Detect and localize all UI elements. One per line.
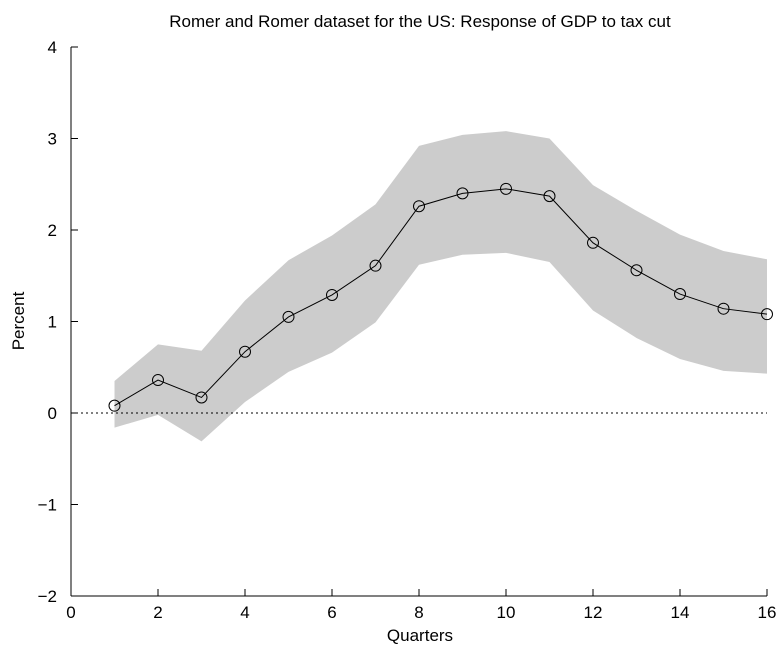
y-tick-label: 3 bbox=[48, 130, 57, 149]
x-tick-label: 14 bbox=[671, 603, 690, 622]
y-axis-label: Percent bbox=[9, 291, 28, 350]
data-point bbox=[282, 310, 295, 323]
data-point bbox=[717, 302, 730, 315]
data-point bbox=[456, 187, 469, 200]
x-tick-label: 2 bbox=[153, 603, 162, 622]
x-tick-label: 0 bbox=[66, 603, 75, 622]
x-tick-label: 4 bbox=[240, 603, 249, 622]
y-tick-label: −2 bbox=[38, 587, 57, 606]
response-line bbox=[114, 188, 768, 407]
x-tick-label: 10 bbox=[497, 603, 516, 622]
data-point bbox=[630, 264, 643, 277]
chart-title: Romer and Romer dataset for the US: Resp… bbox=[169, 12, 671, 31]
x-tick-label: 8 bbox=[414, 603, 423, 622]
data-point bbox=[326, 288, 338, 301]
confidence-band bbox=[114, 131, 767, 442]
x-tick-label: 16 bbox=[758, 603, 777, 622]
data-point bbox=[587, 236, 599, 249]
data-point bbox=[195, 391, 208, 404]
x-tick-label: 12 bbox=[584, 603, 603, 622]
data-point bbox=[413, 200, 425, 213]
y-tick-label: −1 bbox=[38, 496, 57, 515]
data-point bbox=[369, 259, 382, 272]
y-tick-label: 4 bbox=[48, 38, 57, 57]
data-point bbox=[761, 308, 773, 321]
y-tick-label: 2 bbox=[48, 221, 57, 240]
data-point bbox=[500, 182, 512, 195]
data-point bbox=[239, 345, 251, 358]
x-tick-label: 6 bbox=[327, 603, 336, 622]
y-tick-label: 1 bbox=[48, 313, 57, 332]
y-tick-label: 0 bbox=[48, 404, 57, 423]
data-point bbox=[108, 399, 121, 412]
data-point bbox=[152, 374, 164, 387]
data-point bbox=[674, 288, 686, 301]
x-axis-label: Quarters bbox=[387, 626, 453, 645]
data-point bbox=[543, 190, 556, 203]
